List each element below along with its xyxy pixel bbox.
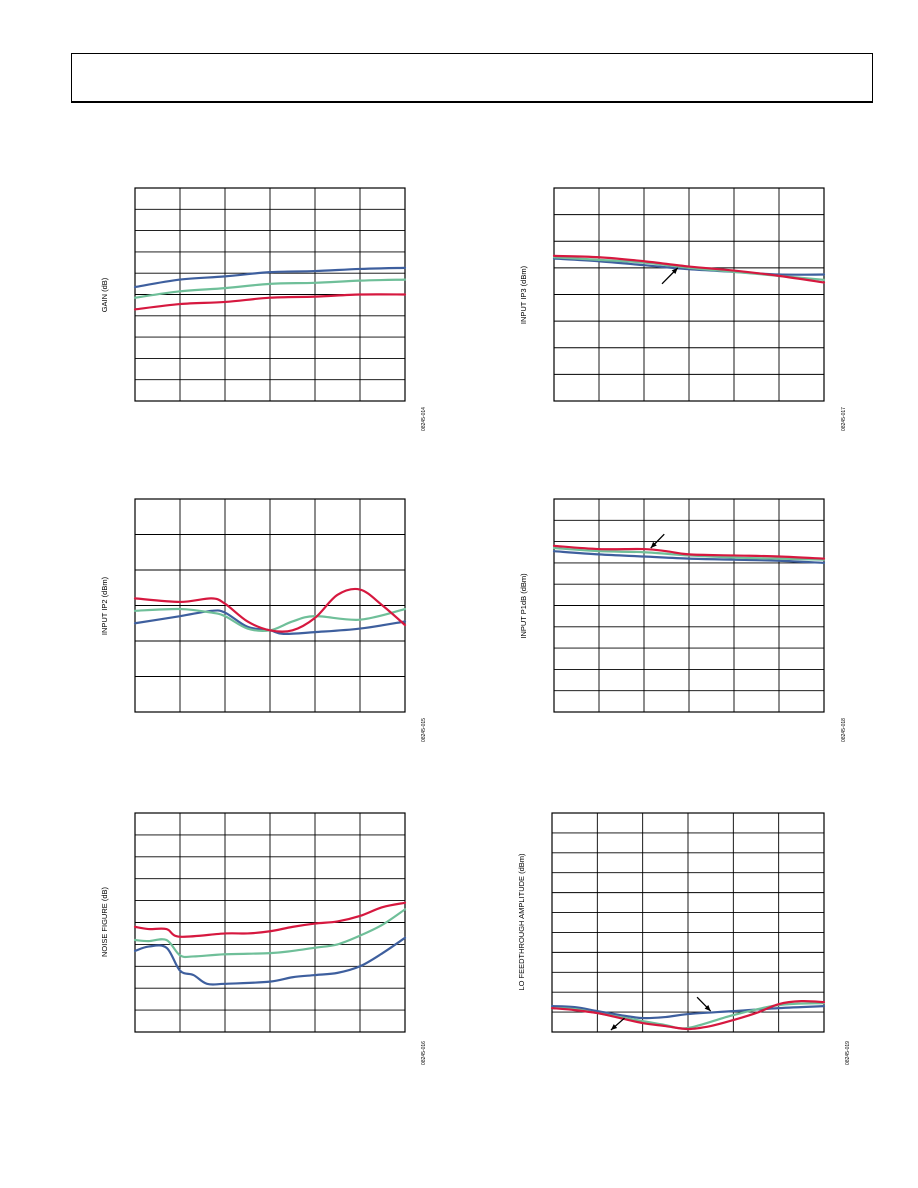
lo-feedthrough-chart: LO FEEDTHROUGH AMPLITUDE (dBm) 08245-019	[517, 812, 851, 1065]
input-p1db-y-axis-label: INPUT P1dB (dBm)	[519, 573, 528, 639]
ip1db-plot-frame	[553, 498, 825, 713]
iip2-series-blue-line	[133, 609, 407, 636]
gain-series-green-line	[133, 278, 407, 299]
iip2-grid	[135, 499, 405, 712]
lofeed-annotation-arrow-1	[696, 996, 712, 1012]
noise-figure-y-axis-label: NOISE FIGURE (dB)	[100, 886, 109, 957]
nf-plot-frame	[134, 812, 406, 1033]
nf-series-blue-line	[133, 936, 407, 986]
ip1db-grid	[554, 499, 824, 712]
ip1db-series-red-line	[552, 544, 826, 560]
lofeed-annotation-arrow-0	[610, 1017, 625, 1031]
gain-chart: GAIN (dB) 08245-014	[100, 187, 427, 431]
iip3-series-red-line	[552, 254, 826, 284]
lo-feedthrough-y-axis-label: LO FEEDTHROUGH AMPLITUDE (dBm)	[517, 853, 526, 991]
iip3-series-blue-line	[552, 257, 826, 276]
input-p1db-chart: INPUT P1dB (dBm) 08245-018	[519, 498, 847, 742]
ip1db-series-blue-line	[552, 550, 826, 564]
lofeed-plot-frame	[551, 812, 825, 1033]
lofeed-grid	[552, 813, 824, 1032]
input-ip2-figure-id: 08245-015	[421, 718, 427, 742]
input-ip3-figure-id: 08245-017	[841, 407, 847, 431]
iip2-series-red-line	[133, 587, 407, 633]
noise-figure-chart: NOISE FIGURE (dB) 08245-016	[100, 812, 427, 1065]
nf-series-green-line	[133, 908, 407, 959]
iip2-series-green-line	[133, 607, 407, 633]
gain-y-axis-label: GAIN (dB)	[100, 277, 109, 312]
nf-grid	[135, 813, 405, 1032]
input-ip2-y-axis-label: INPUT IP2 (dBm)	[100, 576, 109, 635]
lofeed-series-red-line	[550, 999, 826, 1031]
gain-figure-id: 08245-014	[421, 407, 427, 431]
input-p1db-figure-id: 08245-018	[841, 718, 847, 742]
input-ip2-chart: INPUT IP2 (dBm) 08245-015	[100, 498, 427, 742]
lo-feedthrough-figure-id: 08245-019	[845, 1041, 851, 1065]
input-ip3-chart: INPUT IP3 (dBm) 08245-017	[519, 187, 847, 431]
iip3-grid	[554, 188, 824, 401]
iip3-plot-frame	[553, 187, 825, 402]
gain-series-red-line	[133, 293, 407, 311]
noise-figure-figure-id: 08245-016	[421, 1041, 427, 1065]
iip2-plot-frame	[134, 498, 406, 713]
gain-series-blue-line	[133, 266, 407, 289]
input-ip3-y-axis-label: INPUT IP3 (dBm)	[519, 265, 528, 324]
ip1db-annotation-arrow-0	[650, 533, 665, 549]
nf-series-red-line	[133, 901, 407, 938]
page-header-box	[71, 53, 873, 103]
iip3-annotation-arrow-0	[661, 267, 679, 285]
